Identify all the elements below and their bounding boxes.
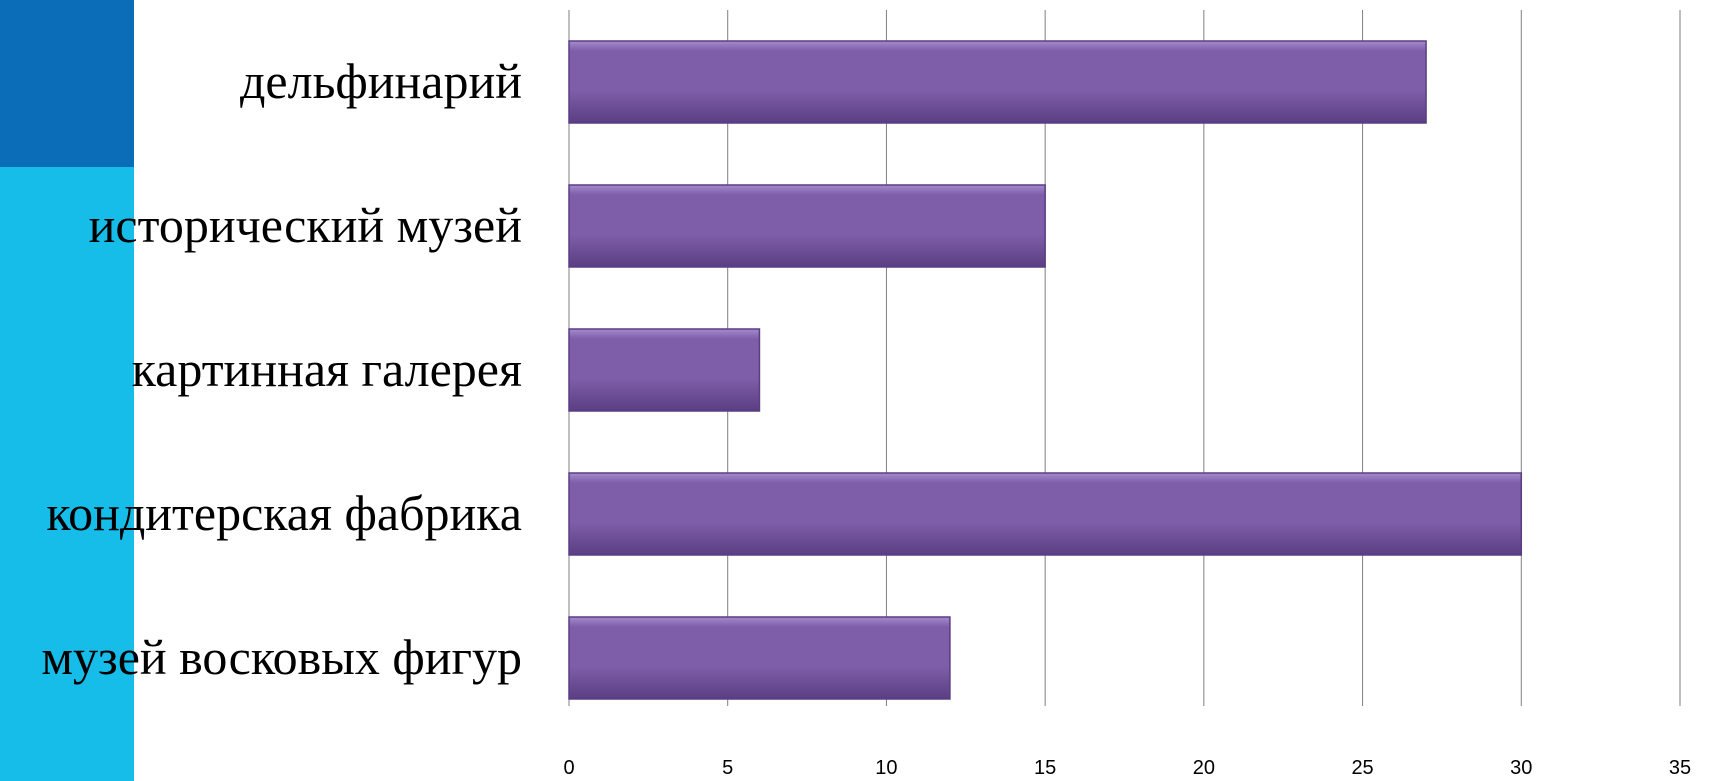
category-labels: дельфинарий исторический музей картинная г… <box>41 53 522 685</box>
x-tick-label: 0 <box>563 757 574 779</box>
x-tick-label: 15 <box>1034 757 1056 779</box>
x-tick-label: 25 <box>1351 757 1373 779</box>
x-tick-label: 30 <box>1510 757 1532 779</box>
accent-block-light <box>0 167 134 781</box>
x-tick-label: 5 <box>722 757 733 779</box>
category-label: дельфинарий <box>240 53 522 109</box>
category-label: кондитерская фабрика <box>46 485 522 541</box>
category-label: исторический музей <box>89 197 522 253</box>
accent-block-dark <box>0 0 134 167</box>
bar <box>568 40 1427 124</box>
bars <box>568 40 1523 700</box>
x-tick-label: 35 <box>1669 757 1691 779</box>
category-label: музей восковых фигур <box>41 629 522 685</box>
grid-lines <box>568 10 1681 706</box>
x-tick-label: 10 <box>875 757 897 779</box>
x-axis-tick-labels: 0 5 10 15 20 25 30 35 <box>563 757 1691 779</box>
bar <box>568 472 1523 556</box>
x-tick-label: 20 <box>1193 757 1215 779</box>
bar <box>568 184 1046 268</box>
bar <box>568 328 761 412</box>
bar <box>568 616 951 700</box>
category-label: картинная галерея <box>132 341 522 397</box>
